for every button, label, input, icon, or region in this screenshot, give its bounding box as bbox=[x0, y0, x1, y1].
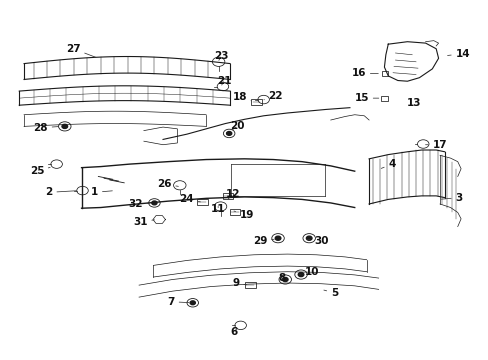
Bar bbox=[197, 199, 207, 205]
Circle shape bbox=[151, 201, 157, 205]
Text: 28: 28 bbox=[34, 123, 59, 133]
Text: 5: 5 bbox=[323, 288, 337, 298]
Text: 25: 25 bbox=[30, 166, 50, 176]
Bar bbox=[229, 209, 240, 215]
Text: 3: 3 bbox=[441, 193, 462, 203]
Text: 11: 11 bbox=[210, 204, 225, 214]
Text: 7: 7 bbox=[167, 297, 189, 307]
Text: 17: 17 bbox=[425, 140, 446, 150]
Circle shape bbox=[190, 301, 195, 305]
Bar bbox=[380, 96, 387, 100]
Text: 9: 9 bbox=[232, 278, 246, 288]
Text: 2: 2 bbox=[45, 187, 76, 197]
Text: 31: 31 bbox=[133, 217, 154, 227]
Circle shape bbox=[275, 236, 280, 240]
Text: 12: 12 bbox=[225, 189, 239, 199]
Text: 13: 13 bbox=[407, 98, 421, 108]
Text: 15: 15 bbox=[354, 93, 378, 103]
Text: 14: 14 bbox=[447, 49, 469, 59]
Text: 19: 19 bbox=[233, 210, 254, 220]
Text: 1: 1 bbox=[91, 187, 112, 197]
Circle shape bbox=[298, 273, 303, 276]
Text: 30: 30 bbox=[307, 236, 328, 246]
Text: 6: 6 bbox=[229, 327, 237, 337]
Text: 8: 8 bbox=[278, 273, 285, 283]
Text: 29: 29 bbox=[253, 236, 274, 246]
Bar bbox=[223, 193, 233, 199]
Text: 16: 16 bbox=[351, 68, 378, 78]
Text: 21: 21 bbox=[216, 76, 231, 86]
Text: 23: 23 bbox=[213, 51, 228, 61]
Text: 22: 22 bbox=[264, 91, 283, 101]
Text: 32: 32 bbox=[128, 199, 149, 209]
Circle shape bbox=[62, 124, 67, 129]
Text: 4: 4 bbox=[381, 159, 395, 169]
Bar bbox=[244, 282, 255, 288]
Text: 26: 26 bbox=[157, 179, 178, 189]
Text: 10: 10 bbox=[299, 267, 318, 278]
Bar bbox=[251, 99, 261, 104]
Bar bbox=[381, 71, 387, 76]
Text: 27: 27 bbox=[66, 44, 96, 57]
Circle shape bbox=[226, 131, 231, 135]
Text: 18: 18 bbox=[232, 92, 251, 102]
Circle shape bbox=[306, 236, 311, 240]
Text: 24: 24 bbox=[179, 194, 200, 204]
Text: 20: 20 bbox=[230, 121, 244, 131]
Circle shape bbox=[282, 278, 287, 282]
